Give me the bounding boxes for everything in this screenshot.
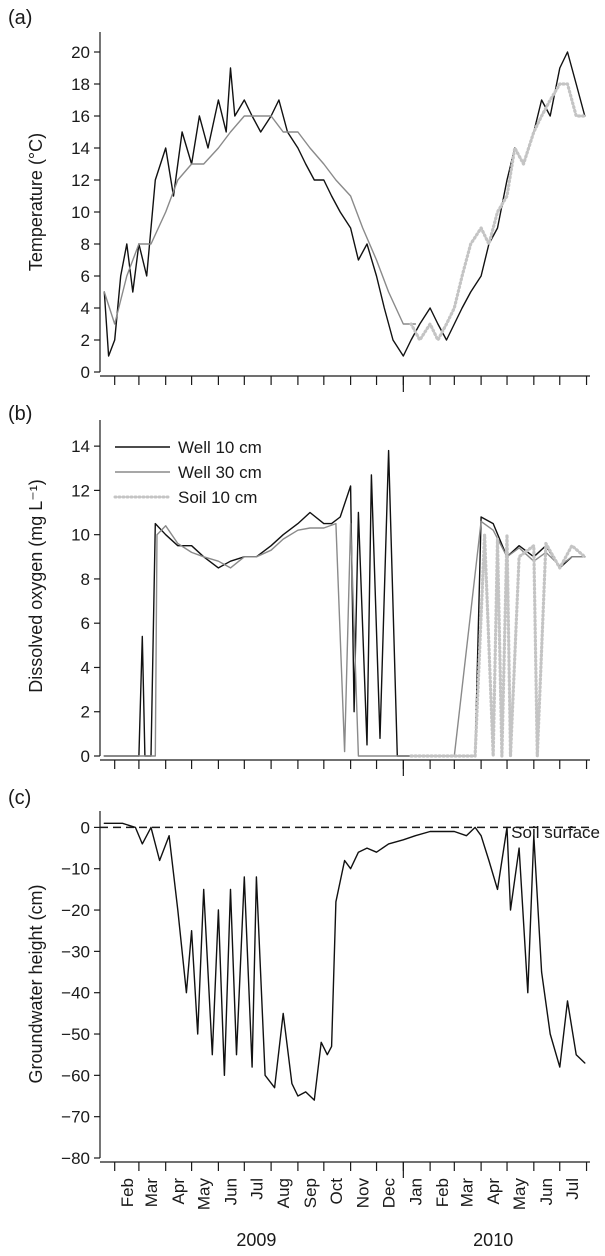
year-label-2009: 2009 [236, 1230, 276, 1250]
series-line-well-10-cm [103, 51, 586, 357]
y-tick-label: 18 [71, 75, 90, 94]
panel-c: (c) 0 −10 −20 −30 −40 −50 −60 −70 −80 Groundwate… [8, 787, 600, 1178]
x-tick-label: Jun [537, 1178, 556, 1205]
y-tick-label: 10 [71, 526, 90, 545]
series-line-soil-10-cm [409, 533, 587, 758]
x-tick-label: Jul [247, 1178, 266, 1200]
panel-label-b: (b) [8, 403, 32, 425]
series-line-soil-10-cm [409, 82, 587, 342]
y-tick-label: −50 [61, 1025, 90, 1044]
x-tick-label: Oct [327, 1178, 346, 1205]
y-tick-label: 0 [81, 363, 90, 382]
y-tick-label: −80 [61, 1149, 90, 1168]
x-tick-label: Dec [380, 1178, 399, 1209]
x-tick-label: Sep [301, 1178, 320, 1208]
x-tick-label: May [195, 1178, 214, 1211]
legend-label-well-10: Well 10 cm [178, 438, 262, 457]
y-axis-label-temperature: Temperature (°C) [26, 133, 46, 271]
y-tick-label: −60 [61, 1066, 90, 1085]
x-axis-labels: Feb Mar Apr May Jun Jul Aug Sep Oct Nov Dec Jan Feb M… [118, 1178, 582, 1211]
panel-a: (a) 0 2 4 6 8 10 12 14 16 18 20 Temperature (°C) [8, 7, 590, 392]
x-tick-label: Mar [142, 1178, 161, 1208]
y-tick-label: 4 [81, 658, 90, 677]
y-tick-label: 2 [81, 331, 90, 350]
y-axis-label-groundwater: Groundwater height (cm) [26, 884, 46, 1083]
y-tick-label: −70 [61, 1108, 90, 1127]
y-tick-label: 12 [71, 171, 90, 190]
x-tick-label: Mar [457, 1178, 476, 1208]
year-label-2010: 2010 [473, 1230, 513, 1250]
x-tick-label: Jun [222, 1178, 241, 1205]
y-axis-label-dissolved-oxygen: Dissolved oxygen (mg L⁻¹) [26, 479, 46, 693]
y-tick-label: −10 [61, 860, 90, 879]
y-tick-label: −20 [61, 901, 90, 920]
x-tick-label: Aug [274, 1178, 293, 1208]
x-tick-label: Jan [406, 1178, 425, 1205]
series-line-well-10-cm [103, 449, 586, 757]
panel-label-a: (a) [8, 7, 32, 29]
y-tick-label: 16 [71, 107, 90, 126]
y-tick-label: 8 [81, 235, 90, 254]
x-tick-label: May [510, 1178, 529, 1211]
y-tick-label: 0 [81, 818, 90, 837]
legend-label-well-30: Well 30 cm [178, 463, 262, 482]
series-line-well-30-cm [103, 520, 586, 757]
x-tick-label: Apr [169, 1178, 188, 1205]
x-tick-label: Jul [563, 1178, 582, 1200]
series-line-well-30-cm [103, 115, 417, 325]
y-tick-label: −40 [61, 984, 90, 1003]
y-tick-label: 0 [81, 747, 90, 766]
x-tick-label: Feb [118, 1178, 137, 1207]
y-tick-label: 20 [71, 43, 90, 62]
legend: Well 10 cm Well 30 cm Soil 10 cm [113, 438, 262, 507]
y-tick-label: 12 [71, 481, 90, 500]
legend-label-soil-10: Soil 10 cm [178, 488, 257, 507]
panel-label-c: (c) [8, 787, 31, 809]
x-tick-label: Apr [484, 1178, 503, 1205]
y-tick-label: 6 [81, 267, 90, 286]
series-line-groundwater [103, 822, 586, 1101]
y-tick-label: 8 [81, 570, 90, 589]
y-tick-label: −30 [61, 942, 90, 961]
y-tick-label: 2 [81, 703, 90, 722]
y-tick-label: 4 [81, 299, 90, 318]
y-tick-label: 14 [71, 437, 90, 456]
y-tick-label: 14 [71, 139, 90, 158]
x-tick-label: Feb [433, 1178, 452, 1207]
y-tick-label: 6 [81, 614, 90, 633]
panel-b: (b) 0 2 4 6 8 10 12 14 Dissolved oxygen (mg L⁻¹… [8, 403, 590, 776]
y-tick-label: 10 [71, 203, 90, 222]
x-tick-label: Nov [354, 1178, 373, 1209]
annotation-soil-surface: Soil surface [511, 823, 600, 842]
